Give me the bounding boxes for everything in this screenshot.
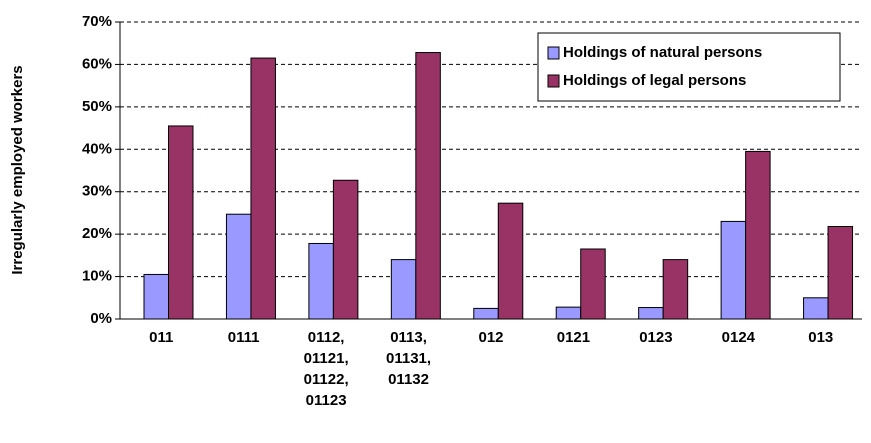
bar [143, 273, 169, 320]
bar [332, 179, 359, 320]
legend-box [537, 32, 841, 102]
bar [168, 125, 194, 320]
x-tick-label: 011 [149, 329, 174, 346]
bar [497, 202, 524, 320]
x-tick-label: 0113, 01131, 01132 [386, 329, 432, 388]
bar [580, 248, 606, 320]
x-tick-label: 0111 [227, 329, 260, 346]
x-tick-label: 0112, 01121, 01122, 01123 [303, 329, 349, 409]
legend-label: Holdings of natural persons [563, 44, 762, 61]
bar [720, 220, 747, 320]
bar [225, 213, 252, 320]
y-tick-label: 20% [82, 225, 112, 242]
legend-swatch [547, 46, 560, 60]
x-tick-label: 013 [808, 329, 834, 346]
x-tick-label: 0123 [639, 329, 673, 346]
legend-label: Holdings of legal persons [563, 72, 746, 89]
bar [827, 226, 854, 320]
y-tick-label: 60% [82, 55, 112, 72]
bar [745, 150, 771, 320]
bar [250, 57, 276, 320]
bar [308, 242, 334, 320]
legend-swatch [547, 74, 560, 88]
x-tick-label: 0124 [721, 329, 756, 346]
bar [638, 307, 664, 320]
y-tick-label: 30% [82, 183, 112, 200]
bar [662, 259, 689, 320]
y-tick-label: 0% [90, 310, 112, 327]
bar [803, 297, 829, 320]
y-tick-label: 10% [82, 268, 112, 285]
bar [390, 259, 417, 320]
y-axis-label: Irregularly employed workers [9, 65, 26, 274]
y-tick-label: 50% [82, 98, 112, 115]
x-tick-label: 0121 [556, 329, 591, 346]
y-tick-label: 40% [82, 140, 112, 157]
bar [473, 307, 499, 320]
y-tick-label: 70% [82, 13, 112, 30]
bar [415, 52, 441, 320]
x-tick-label: 012 [478, 329, 504, 346]
bar [555, 306, 582, 320]
